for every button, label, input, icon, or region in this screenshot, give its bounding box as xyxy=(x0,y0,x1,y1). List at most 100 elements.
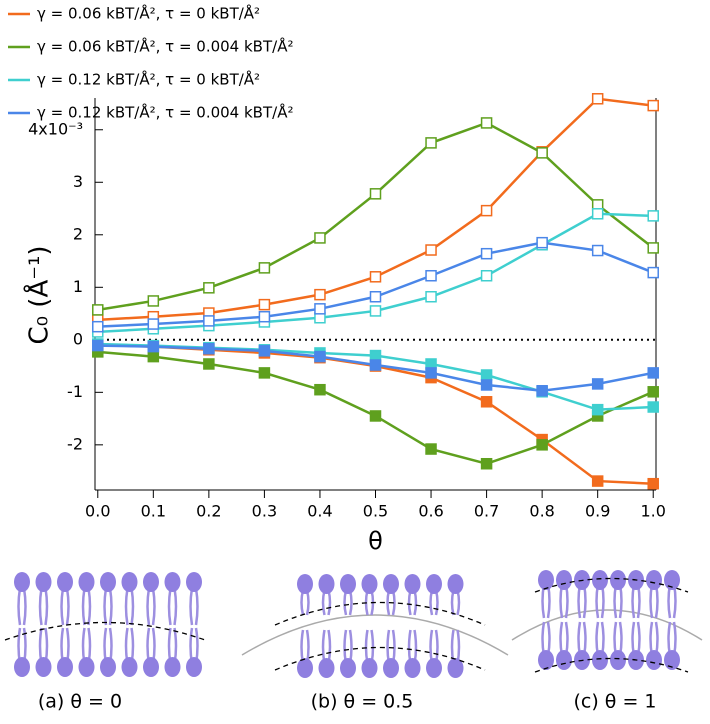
lipid-head xyxy=(538,650,554,670)
filled-marker xyxy=(591,403,604,416)
lipid-head xyxy=(646,570,662,590)
lipid-head xyxy=(57,657,73,677)
open-marker xyxy=(314,232,326,244)
lipid-head xyxy=(404,574,421,594)
lipid-tail xyxy=(386,589,391,616)
open-marker xyxy=(591,93,604,105)
x-axis-label: θ xyxy=(368,527,383,555)
x-tick-label: 0.5 xyxy=(363,502,388,521)
filled-marker xyxy=(258,367,271,379)
open-marker xyxy=(425,291,437,303)
open-marker xyxy=(203,282,215,294)
lipid-head xyxy=(121,657,138,677)
lipid-head xyxy=(100,572,116,592)
lipid-head xyxy=(426,658,442,678)
lipid-head xyxy=(143,657,159,677)
x-tick-label: 0.6 xyxy=(418,502,443,521)
filled-marker xyxy=(647,401,659,413)
lipid-head xyxy=(35,572,52,592)
lipid-tail xyxy=(413,589,418,616)
filled-marker xyxy=(314,383,326,396)
filled-marker xyxy=(480,457,493,470)
lipid-tail xyxy=(167,587,172,626)
filled-marker xyxy=(369,349,382,362)
y-tick-label: 3 xyxy=(73,172,83,191)
lipid-tail xyxy=(327,589,332,616)
y-tick-label: -2 xyxy=(67,434,83,453)
open-marker xyxy=(92,304,104,316)
lipid-head xyxy=(14,657,30,677)
lipid-head xyxy=(340,658,356,678)
lipid-head xyxy=(592,570,608,590)
open-marker xyxy=(92,320,104,333)
filled-marker xyxy=(536,385,548,397)
open-marker xyxy=(147,318,160,330)
open-marker xyxy=(591,244,604,257)
dashed-curve xyxy=(534,577,689,593)
lipid-head xyxy=(297,658,313,678)
filled-marker xyxy=(203,358,215,370)
lipid-head xyxy=(592,650,608,670)
lipid-tail xyxy=(189,587,194,626)
lipid-tail xyxy=(65,587,70,626)
x-tick-label: 0.4 xyxy=(307,502,332,521)
filled-marker xyxy=(369,359,382,371)
x-tick-label: 0.7 xyxy=(474,502,499,521)
lipid-head xyxy=(318,658,335,678)
x-tick-label: 0.3 xyxy=(252,502,277,521)
open-marker xyxy=(314,288,326,301)
open-marker xyxy=(536,236,548,249)
filled-marker xyxy=(647,477,659,490)
open-marker xyxy=(203,315,215,327)
lipid-head xyxy=(35,657,52,677)
lipid-tail xyxy=(108,587,113,626)
lipid-head xyxy=(610,650,626,670)
lipid-tail xyxy=(151,587,156,626)
dashed-curve xyxy=(274,601,486,626)
legend-label: γ = 0.06 kBT/Å², τ = 0 kBT/Å² xyxy=(37,4,260,23)
y-tick-label: 1 xyxy=(73,277,83,296)
dashed-curve xyxy=(4,621,206,641)
panel-caption: (c) θ = 1 xyxy=(573,691,656,713)
open-marker xyxy=(647,266,659,279)
interface-arc xyxy=(511,609,703,641)
x-tick-label: 0.2 xyxy=(196,502,221,521)
open-marker xyxy=(369,188,382,200)
lipid-head xyxy=(78,572,95,592)
lipid-head xyxy=(538,570,554,590)
filled-marker xyxy=(147,350,160,363)
lipid-tail xyxy=(305,589,310,616)
lipid-head xyxy=(164,572,181,592)
filled-marker xyxy=(425,443,437,455)
lipid-tail xyxy=(194,587,199,626)
open-marker xyxy=(258,298,271,311)
panel-caption: (b) θ = 0.5 xyxy=(311,691,414,713)
open-marker xyxy=(647,210,659,222)
lipid-head xyxy=(78,657,95,677)
lipid-head xyxy=(383,574,399,594)
lipid-tail xyxy=(456,589,461,616)
lipid-tail xyxy=(429,589,434,616)
x-tick-label: 0.9 xyxy=(585,502,610,521)
lipid-tail xyxy=(103,587,108,626)
lipid-head xyxy=(100,657,116,677)
lipid-head xyxy=(383,658,399,678)
x-tick-label: 0.1 xyxy=(141,502,166,521)
filled-marker xyxy=(591,475,604,487)
lipid-head xyxy=(121,572,138,592)
lipid-tail xyxy=(173,587,178,626)
lipid-tail xyxy=(300,589,305,616)
filled-marker xyxy=(536,439,548,451)
lipid-head xyxy=(361,574,378,594)
lipid-head xyxy=(556,570,572,590)
legend-label: γ = 0.12 kBT/Å², τ = 0 kBT/Å² xyxy=(37,70,260,89)
lipid-head xyxy=(186,657,202,677)
lipid-tail xyxy=(434,589,439,616)
open-marker xyxy=(147,295,160,307)
lipid-head xyxy=(340,574,356,594)
y-tick-label: -1 xyxy=(67,382,83,401)
filled-marker xyxy=(314,350,326,363)
filled-marker xyxy=(591,378,604,390)
filled-marker xyxy=(647,386,659,398)
